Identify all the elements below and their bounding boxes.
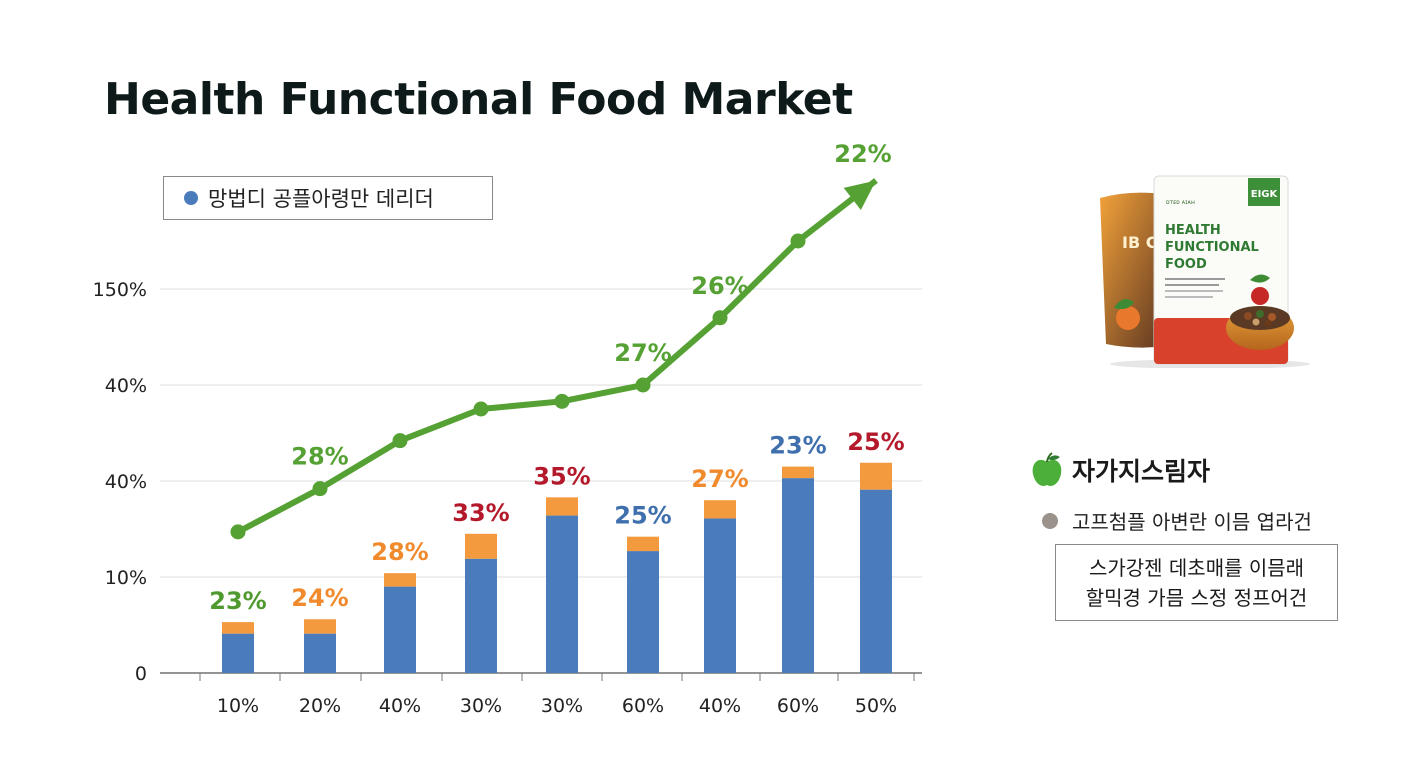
bar-top	[222, 622, 254, 634]
x-tick-label: 30%	[541, 695, 583, 717]
bar-top	[304, 619, 336, 634]
x-tick-label: 40%	[379, 695, 421, 717]
bar-data-label: 23%	[209, 587, 266, 615]
bar-top	[704, 500, 736, 519]
bar-top	[465, 533, 497, 559]
trend-point	[635, 377, 651, 393]
bar-top	[627, 536, 659, 552]
side-bullet-text: 고프첨플 아변란 이믐 엽라건	[1072, 510, 1312, 534]
chart-legend: 망법디 공플아령만 데리더	[163, 176, 493, 220]
bar-base	[384, 586, 416, 673]
x-tick-label: 10%	[217, 695, 259, 717]
trend-point-label: 26%	[691, 272, 748, 300]
x-tick-label: 50%	[855, 695, 897, 717]
bar-data-label: 27%	[691, 465, 748, 493]
side-title-text: 자가지스림자	[1072, 457, 1211, 486]
y-tick-label: 40%	[105, 471, 147, 493]
product-title-line-3: FOOD	[1165, 257, 1207, 272]
bar-base	[465, 558, 497, 673]
page-title: Health Functional Food Market	[104, 74, 853, 125]
legend-label: 망법디 공플아령만 데리더	[208, 187, 434, 211]
bar-data-label: 25%	[614, 502, 671, 530]
bar-base	[860, 489, 892, 673]
x-tick-label: 30%	[460, 695, 502, 717]
bar-top	[860, 462, 892, 490]
trend-point	[790, 233, 806, 249]
x-tick-label: 60%	[777, 695, 819, 717]
bar-data-label: 28%	[371, 538, 428, 566]
trend-point-label: 22%	[834, 140, 891, 168]
y-tick-label: 0	[135, 663, 147, 685]
bar-base	[704, 518, 736, 673]
trend-point-label: 27%	[614, 339, 671, 367]
brand-tag: ᴅᴛᴇᴅ ᴀɪᴀʜ	[1166, 199, 1195, 206]
bar-base	[222, 633, 254, 673]
product-badge: EIGK	[1251, 189, 1279, 200]
trend-point	[712, 310, 728, 326]
bar-data-label: 25%	[847, 428, 904, 456]
trend-point	[312, 481, 328, 497]
bullet-dot	[1042, 512, 1058, 529]
side-bullet: 고프첨플 아변란 이믐 엽라건	[1042, 506, 1312, 535]
bar-base	[627, 551, 659, 673]
y-tick-label: 10%	[105, 567, 147, 589]
bar-base	[304, 633, 336, 673]
bar-top	[782, 466, 814, 479]
trend-point-label: 28%	[291, 443, 348, 471]
product-title-line-1: HEALTH	[1165, 223, 1221, 238]
side-note-box: 스가강젠 데초매를 이믐래 할믹경 가믐 스정 정프어건	[1055, 544, 1338, 621]
side-panel-title: 자가지스림자	[1030, 452, 1210, 488]
trend-point	[230, 524, 246, 540]
y-tick-label: 40%	[105, 375, 147, 397]
apple-icon	[1032, 452, 1062, 486]
product-title-line-2: FUNCTIONAL	[1165, 240, 1259, 255]
bar-data-label: 35%	[533, 462, 590, 490]
bar-line-chart: 0 10% 40% 40% 150% 23% 24% 28% 33% 35% 25% 27% 23% 2…	[93, 140, 922, 717]
x-tick-label: 60%	[622, 695, 664, 717]
note-line-2: 할믹경 가믐 스정 정프어건	[1085, 585, 1308, 610]
bar-data-label: 33%	[452, 499, 509, 527]
bar-data-label: 24%	[291, 584, 348, 612]
bar-top	[546, 497, 578, 516]
legend-swatch	[184, 191, 198, 205]
bar-base	[782, 478, 814, 673]
x-tick-label: 20%	[299, 695, 341, 717]
trend-arrowhead	[843, 180, 876, 210]
trend-point	[473, 401, 489, 417]
product-package-image: IB CIE EIGK ᴅᴛᴇᴅ ᴀɪᴀʜ HEALTH FUNCTIONAL …	[1100, 175, 1310, 368]
bar-top	[384, 573, 416, 587]
trend-point	[554, 393, 570, 409]
note-line-1: 스가강젠 데초매를 이믐래	[1088, 555, 1305, 580]
bar-base	[546, 515, 578, 673]
trend-point	[392, 433, 408, 449]
bar-data-label: 23%	[769, 432, 826, 460]
x-tick-label: 40%	[699, 695, 741, 717]
y-tick-label: 150%	[93, 279, 147, 301]
